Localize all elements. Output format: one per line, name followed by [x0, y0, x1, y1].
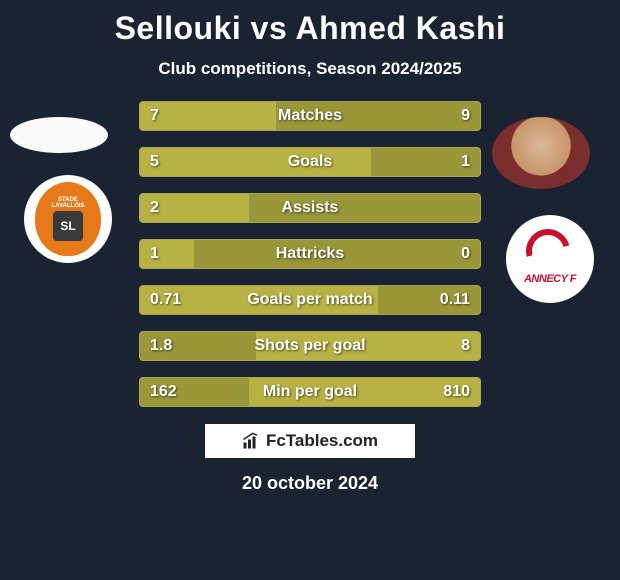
bar-row: 162810Min per goal [139, 377, 481, 407]
bar-row: 10Hattricks [139, 239, 481, 269]
bar-label: Shots per goal [140, 332, 480, 360]
player-left-avatar [10, 117, 108, 153]
club-right-text: ANNECY F [524, 273, 576, 285]
bar-label: Assists [140, 194, 480, 222]
bar-row: 0.710.11Goals per match [139, 285, 481, 315]
bar-label: Min per goal [140, 378, 480, 406]
bar-label: Goals [140, 148, 480, 176]
player-right-avatar [492, 117, 590, 189]
brand-text: FcTables.com [266, 431, 378, 451]
bars-container: 79Matches 51Goals 2Assists 10Hattricks 0.710… [139, 101, 481, 423]
club-left-badge: STADE LAVALLOIS SL [24, 175, 112, 263]
bar-row: 1.88Shots per goal [139, 331, 481, 361]
page-title: Sellouki vs Ahmed Kashi [0, 0, 620, 47]
date-text: 20 october 2024 [0, 473, 620, 494]
club-right-badge: ANNECY F [506, 215, 594, 303]
bar-row: 51Goals [139, 147, 481, 177]
comparison-chart: STADE LAVALLOIS SL ANNECY F 79Matches 51G… [0, 97, 620, 417]
brand-badge[interactable]: FcTables.com [204, 423, 416, 459]
subtitle: Club competitions, Season 2024/2025 [0, 59, 620, 79]
bar-label: Hattricks [140, 240, 480, 268]
chart-icon [242, 432, 260, 450]
club-left-text-mid: LAVALLOIS [51, 203, 84, 209]
bar-row: 2Assists [139, 193, 481, 223]
bar-label: Goals per match [140, 286, 480, 314]
bar-row: 79Matches [139, 101, 481, 131]
club-left-sl: SL [53, 211, 83, 241]
bar-label: Matches [140, 102, 480, 130]
